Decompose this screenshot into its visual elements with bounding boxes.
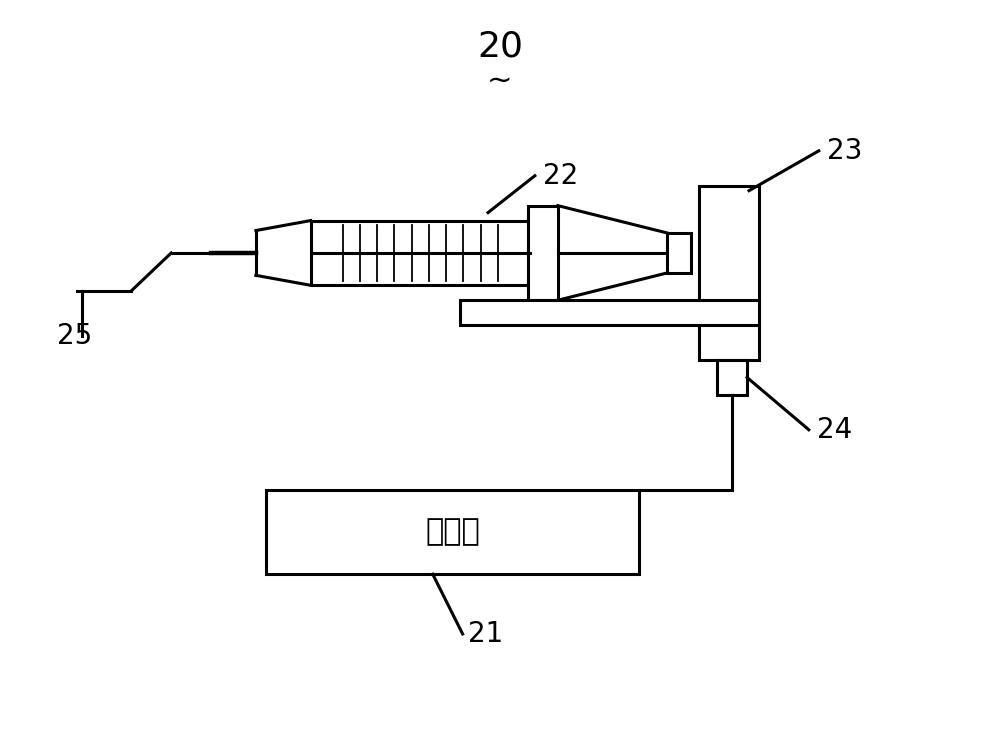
Bar [667, 233, 691, 273]
Text: 25: 25 [57, 322, 92, 350]
Bar [460, 300, 759, 325]
Text: ~: ~ [487, 66, 513, 96]
Bar [699, 186, 759, 360]
Text: 控制器: 控制器 [425, 517, 480, 546]
Text: 20: 20 [477, 30, 523, 63]
Text: 23: 23 [827, 137, 862, 165]
Text: 22: 22 [543, 162, 578, 190]
Bar [266, 489, 639, 574]
Bar [528, 206, 558, 300]
Bar [717, 360, 747, 395]
Text: 24: 24 [817, 415, 852, 444]
Text: 21: 21 [468, 620, 503, 648]
Bar [311, 221, 530, 286]
